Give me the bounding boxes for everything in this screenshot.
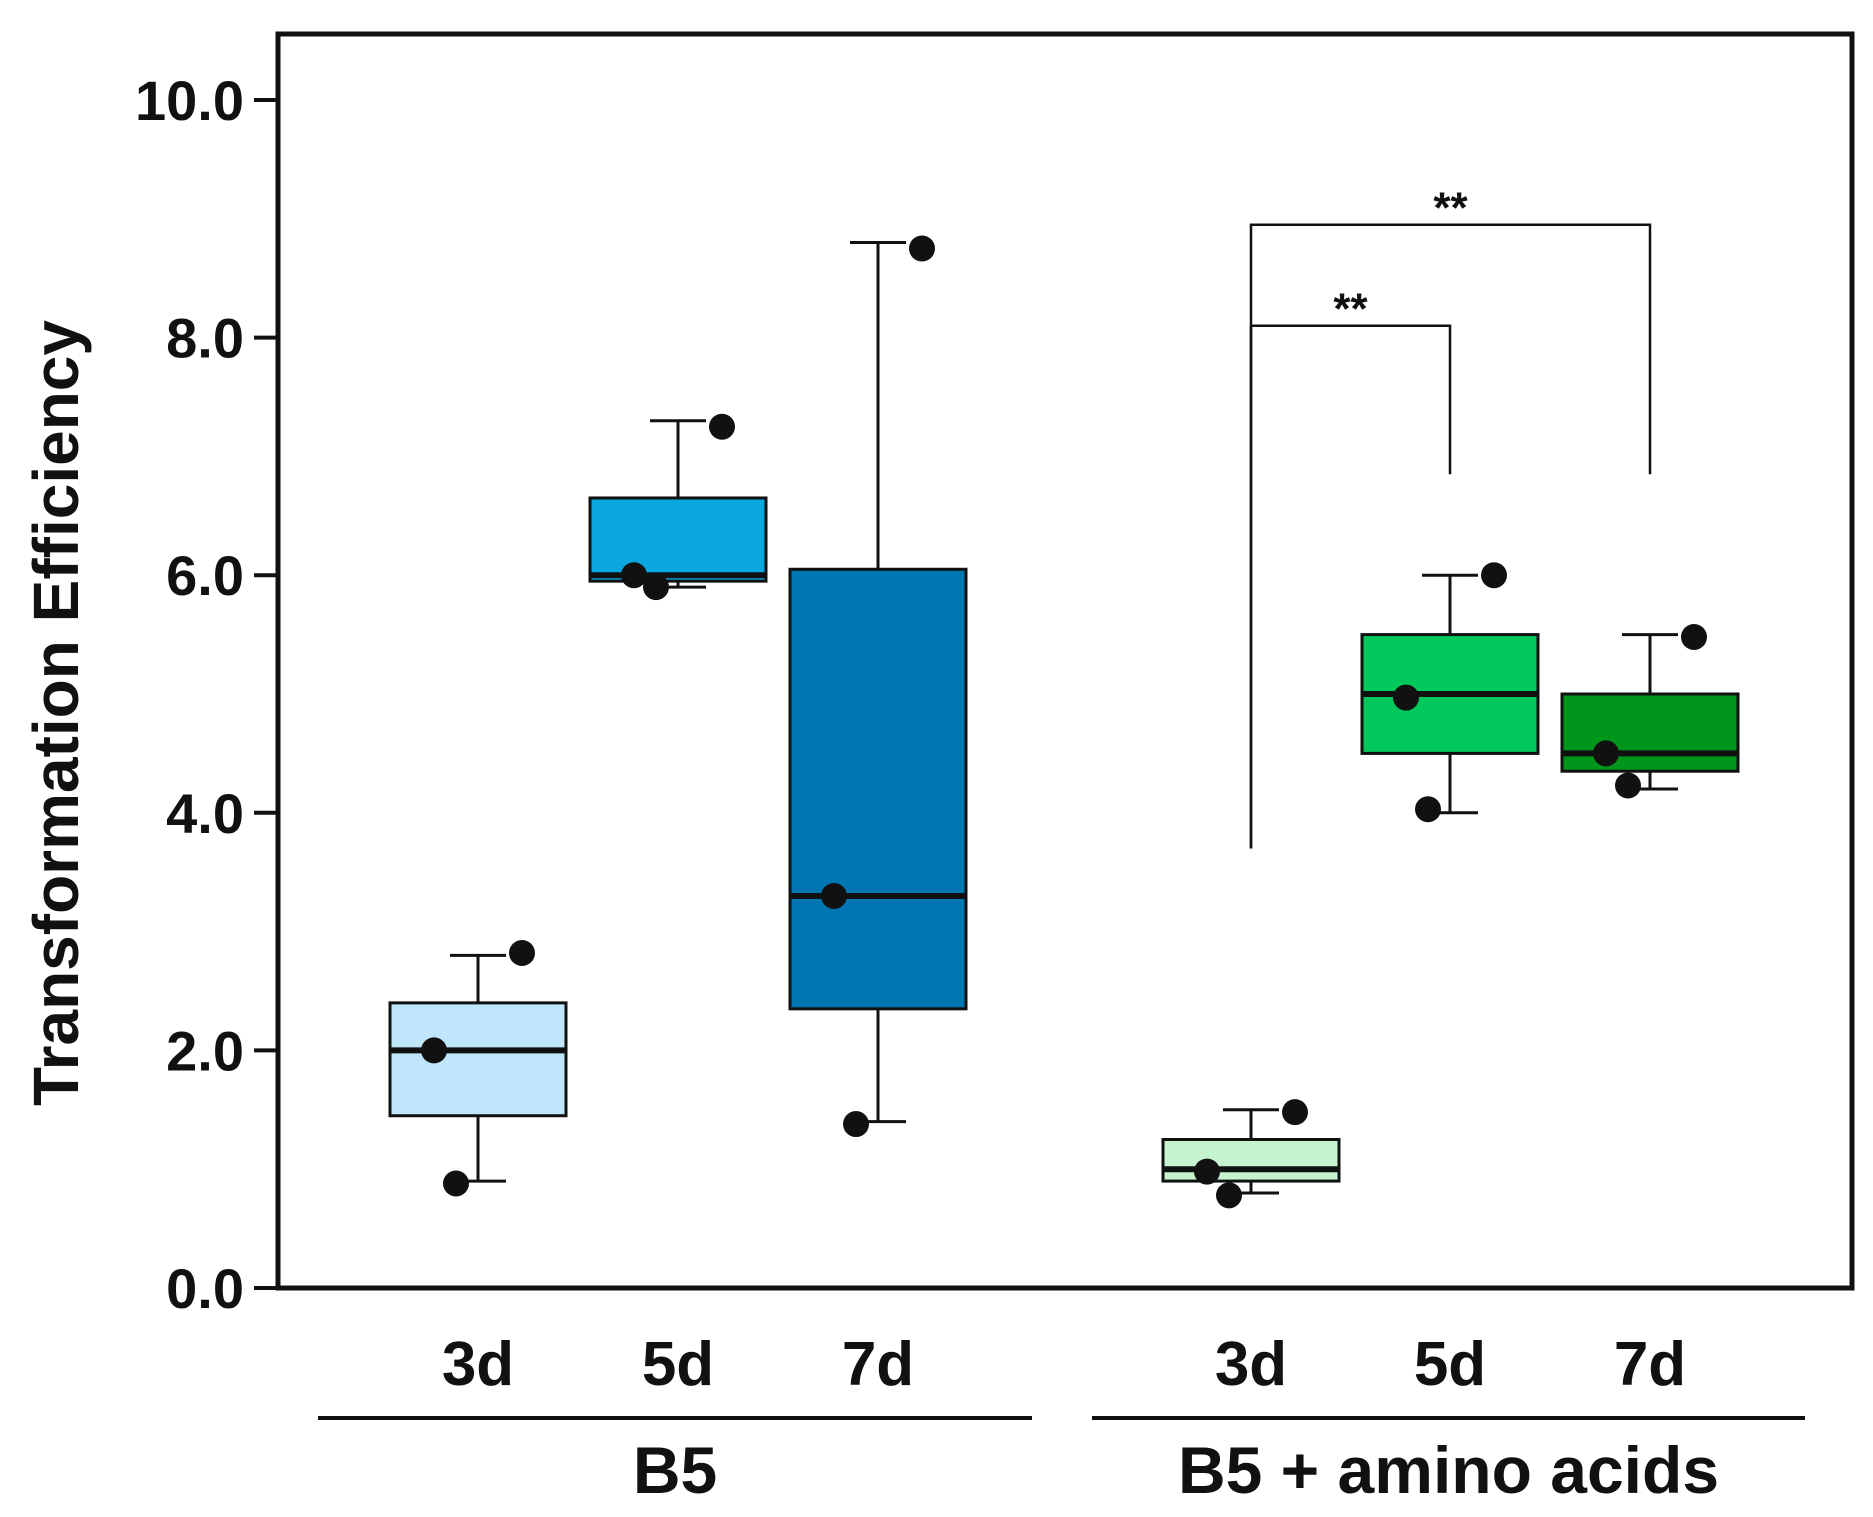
- category-label: 7d: [1614, 1330, 1686, 1399]
- box-b5-aa-5d: [1360, 562, 1540, 823]
- y-tick-label: 4.0: [166, 782, 244, 845]
- y-axis-title: Transformation Efficiency: [20, 320, 92, 1106]
- box-plots: [388, 235, 1740, 1209]
- iqr-box: [1161, 1138, 1341, 1183]
- iqr-box: [588, 496, 768, 583]
- data-point: [643, 574, 669, 601]
- y-tick-label: 2.0: [166, 1019, 244, 1082]
- data-point: [1681, 623, 1707, 650]
- significance-label: **: [1433, 184, 1468, 233]
- iqr-box: [788, 567, 968, 1011]
- data-point: [1282, 1099, 1308, 1126]
- y-tick-label: 0.0: [166, 1257, 244, 1320]
- data-point: [1615, 772, 1641, 799]
- significance-brackets: ** **: [1249, 184, 1652, 849]
- category-label: 5d: [642, 1330, 714, 1399]
- data-point: [1415, 796, 1441, 823]
- y-axis-ticks: 0.0 2.0 4.0 6.0 8.0 10.0: [135, 69, 278, 1320]
- plot-frame: [275, 31, 1855, 1291]
- y-tick-label: 6.0: [166, 544, 244, 607]
- iqr-box: [388, 1001, 568, 1118]
- data-point: [1481, 562, 1507, 589]
- data-point: [443, 1170, 469, 1197]
- box-b5-3d: [388, 939, 568, 1197]
- category-label: 7d: [842, 1330, 914, 1399]
- significance-label: **: [1333, 285, 1368, 334]
- y-tick-label: 10.0: [135, 69, 244, 132]
- data-point: [421, 1037, 447, 1064]
- y-tick-label: 8.0: [166, 307, 244, 370]
- group-label: B5 + amino acids: [1178, 1433, 1719, 1507]
- data-point: [909, 235, 935, 262]
- data-point: [1216, 1182, 1242, 1209]
- data-point: [843, 1111, 869, 1138]
- category-labels: 3d 5d 7d 3d 5d 7d: [442, 1330, 1686, 1399]
- box-b5-5d: [588, 413, 768, 601]
- significance-bracket: **: [1249, 184, 1652, 849]
- significance-bracket: **: [1249, 285, 1452, 849]
- data-point: [1393, 684, 1419, 711]
- bracket-line: [1249, 324, 1452, 849]
- bracket-line: [1249, 223, 1652, 849]
- group-label: B5: [633, 1433, 717, 1507]
- category-label: 5d: [1414, 1330, 1486, 1399]
- plot-border: [275, 31, 1855, 1291]
- box-b5-7d: [788, 235, 968, 1138]
- data-point: [1194, 1158, 1220, 1185]
- data-point: [509, 939, 535, 966]
- box-b5-aa-7d: [1560, 623, 1740, 799]
- box-b5-aa-3d: [1161, 1099, 1341, 1209]
- data-point: [1593, 740, 1619, 767]
- iqr-box: [1560, 692, 1740, 773]
- group-labels: B5 B5 + amino acids: [318, 1416, 1805, 1507]
- category-label: 3d: [442, 1330, 514, 1399]
- category-label: 3d: [1215, 1330, 1287, 1399]
- data-point: [709, 413, 735, 440]
- data-point: [621, 562, 647, 589]
- data-point: [821, 882, 847, 909]
